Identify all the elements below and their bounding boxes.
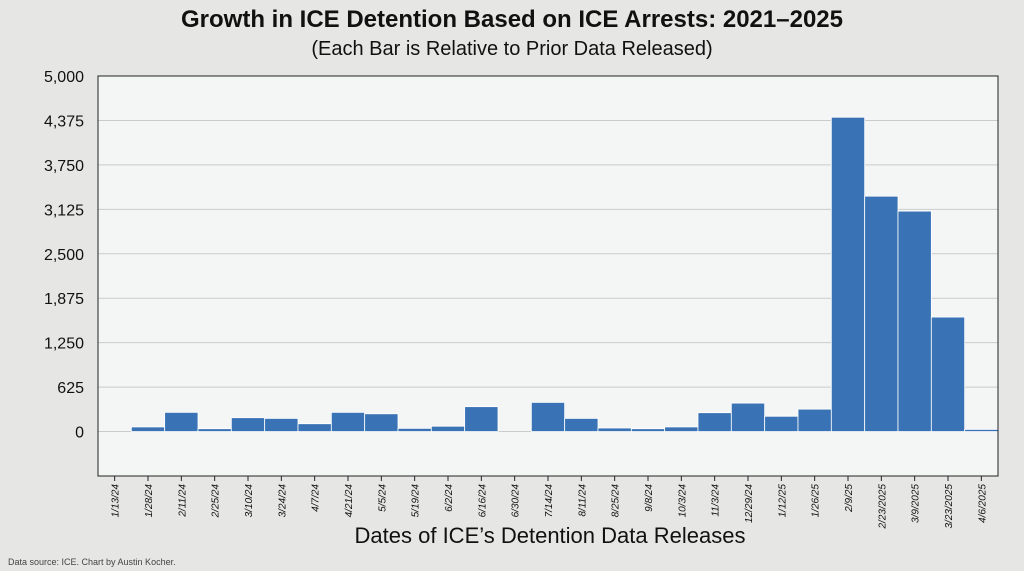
bar	[530, 401, 566, 432]
bar	[164, 411, 199, 432]
bar	[664, 426, 699, 432]
bar	[630, 428, 666, 432]
x-tick-label: 3/24/24	[277, 484, 288, 518]
x-tick-label: 2/11/24	[177, 484, 188, 518]
x-tick-label: 1/28/24	[144, 484, 155, 518]
bar	[930, 316, 966, 432]
bar	[597, 427, 632, 432]
x-tick-label: 2/25/24	[211, 484, 222, 519]
bar	[430, 425, 466, 432]
chart-subtitle: (Each Bar is Relative to Prior Data Rele…	[311, 38, 713, 60]
x-tick-label: 2/23/2025	[877, 484, 888, 530]
bar	[764, 415, 799, 432]
y-tick-label: 3,750	[44, 158, 84, 175]
bar	[730, 402, 766, 432]
y-tick-label: 0	[75, 425, 84, 442]
bar	[230, 417, 266, 432]
y-tick-label: 4,375	[44, 113, 84, 130]
x-axis-label: Dates of ICE’s Detention Data Releases	[354, 523, 746, 548]
x-tick-label: 9/8/24	[644, 484, 655, 512]
bar	[464, 406, 499, 432]
y-tick-label: 1,250	[44, 336, 84, 353]
y-tick-label: 1,875	[44, 291, 84, 308]
x-tick-label: 6/2/24	[444, 484, 455, 512]
x-tick-label: 8/25/24	[611, 484, 622, 518]
x-tick-label: 3/9/2025	[911, 484, 922, 523]
x-tick-label: 3/23/2025	[944, 484, 955, 529]
x-tick-label: 5/5/24	[377, 484, 388, 512]
x-tick-label: 10/3/24	[677, 484, 688, 518]
chart-title: Growth in ICE Detention Based on ICE Arr…	[181, 6, 843, 33]
y-tick-label: 3,125	[44, 202, 84, 219]
x-tick-label: 7/14/24	[544, 484, 555, 518]
y-tick-label: 625	[57, 380, 84, 397]
bar	[264, 417, 299, 432]
bar	[397, 427, 432, 432]
bar	[564, 417, 599, 432]
y-tick-label: 2,500	[44, 247, 84, 264]
x-tick-label: 5/19/24	[411, 484, 422, 518]
x-tick-label: 11/3/24	[711, 484, 722, 517]
bar	[897, 210, 932, 432]
x-tick-label: 4/21/24	[344, 484, 355, 518]
x-tick-label: 1/13/24	[111, 484, 122, 518]
bar	[830, 116, 866, 432]
x-tick-label: 4/7/24	[311, 484, 322, 512]
x-tick-label: 3/10/24	[244, 484, 255, 518]
bar	[297, 423, 332, 432]
x-tick-label: 6/16/24	[477, 484, 488, 518]
bar	[964, 429, 999, 432]
bar	[697, 412, 732, 432]
bar	[330, 411, 366, 432]
bar	[864, 195, 899, 432]
x-tick-label: 6/30/24	[511, 484, 522, 518]
x-tick-label: 8/11/24	[577, 484, 588, 517]
data-source-note: Data source: ICE. Chart by Austin Kocher…	[8, 557, 176, 567]
bar	[197, 428, 232, 432]
x-tick-label: 12/29/24	[744, 484, 755, 523]
x-tick-label: 1/26/25	[811, 484, 822, 518]
bar	[797, 408, 832, 432]
bar	[130, 426, 166, 432]
x-tick-label: 1/12/25	[777, 484, 788, 518]
x-tick-label: 2/9/25	[844, 484, 855, 513]
y-tick-label: 5,000	[44, 69, 84, 86]
x-tick-label: 4/6/2025	[977, 484, 988, 523]
bar	[364, 413, 399, 432]
